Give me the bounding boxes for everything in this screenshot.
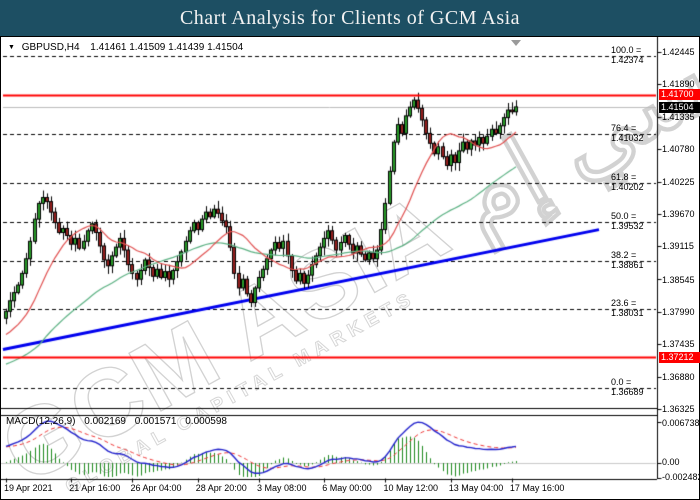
price-axis-label: 1.42445: [662, 47, 695, 57]
price-axis-label: 1.36880: [662, 371, 695, 382]
symbol-name: GBPUSD,H4: [21, 42, 80, 53]
current-price-badge: 1.41504: [659, 101, 700, 113]
symbol-dropdown-icon: ▼: [8, 44, 15, 51]
fib-level-label: 50.0 = 1.39532: [611, 210, 644, 231]
chart-canvas[interactable]: [1, 37, 699, 499]
macd-signal-value: 0.001571: [134, 416, 177, 427]
chart-shift-marker-icon[interactable]: [511, 40, 521, 46]
macd-axis-bottom: -0.002482: [662, 472, 700, 483]
price-axis-label: 1.40780: [662, 144, 695, 155]
time-axis-label: 13 May 04:00: [448, 483, 504, 493]
fib-level-label: 38.2 = 1.38861: [611, 250, 644, 271]
time-axis-label: 19 Apr 2021: [4, 483, 53, 493]
time-axis-label: 28 Apr 20:00: [195, 483, 247, 493]
macd-axis-zero: 0.00: [662, 457, 680, 467]
time-axis-label: 26 Apr 04:00: [130, 483, 182, 493]
price-axis-label: 1.37435: [662, 339, 695, 350]
fib-level-label: 23.6 = 1.38031: [611, 298, 644, 319]
symbol-header: ▼ GBPUSD,H4 1.41461 1.41509 1.41439 1.41…: [8, 42, 243, 53]
time-axis-label: 6 May 00:00: [322, 483, 372, 493]
time-axis-label: 10 May 12:00: [383, 483, 438, 493]
fib-level-label: 0.0 = 1.36689: [611, 376, 644, 397]
price-axis-label: 1.36325: [662, 404, 695, 414]
price-axis-label: 1.37990: [662, 306, 695, 317]
time-axis-label: 17 May 16:00: [509, 483, 565, 493]
macd-axis-top: 0.006738: [662, 417, 700, 428]
macd-name: MACD(12,26,9): [6, 416, 76, 427]
time-axis-label: 21 Apr 16:00: [69, 483, 121, 493]
price-axis-label: 1.41890: [662, 79, 695, 90]
price-axis-label: 1.38545: [662, 274, 695, 285]
macd-main-value: 0.002169: [84, 416, 126, 427]
price-axis-label: 1.39115: [662, 241, 694, 252]
symbol-ohlc-values: 1.41461 1.41509 1.41439 1.41504: [90, 42, 244, 53]
fib-level-label: 76.4 = 1.41032: [611, 123, 644, 144]
time-axis-label: 3 May 08:00: [256, 483, 307, 493]
price-axis-label: 1.41335: [662, 111, 695, 122]
report-title-banner: Chart Analysis for Clients of GCM Asia: [0, 0, 700, 36]
fib-level-label: 61.8 = 1.40202: [611, 171, 644, 192]
macd-indicator-label: MACD(12,26,9) 0.002169 0.001571 0.000598: [6, 416, 233, 427]
price-axis-label: 1.40225: [662, 176, 695, 187]
macd-osma-value: 0.000598: [185, 416, 227, 427]
report-title: Chart Analysis for Clients of GCM Asia: [179, 6, 521, 29]
price-axis-label: 1.39670: [662, 208, 695, 219]
resistance-price-badge: 1.41700: [659, 89, 700, 101]
support-price-badge: 1.37212: [659, 352, 700, 364]
fib-level-label: 100.0 = 1.42374: [611, 45, 644, 66]
